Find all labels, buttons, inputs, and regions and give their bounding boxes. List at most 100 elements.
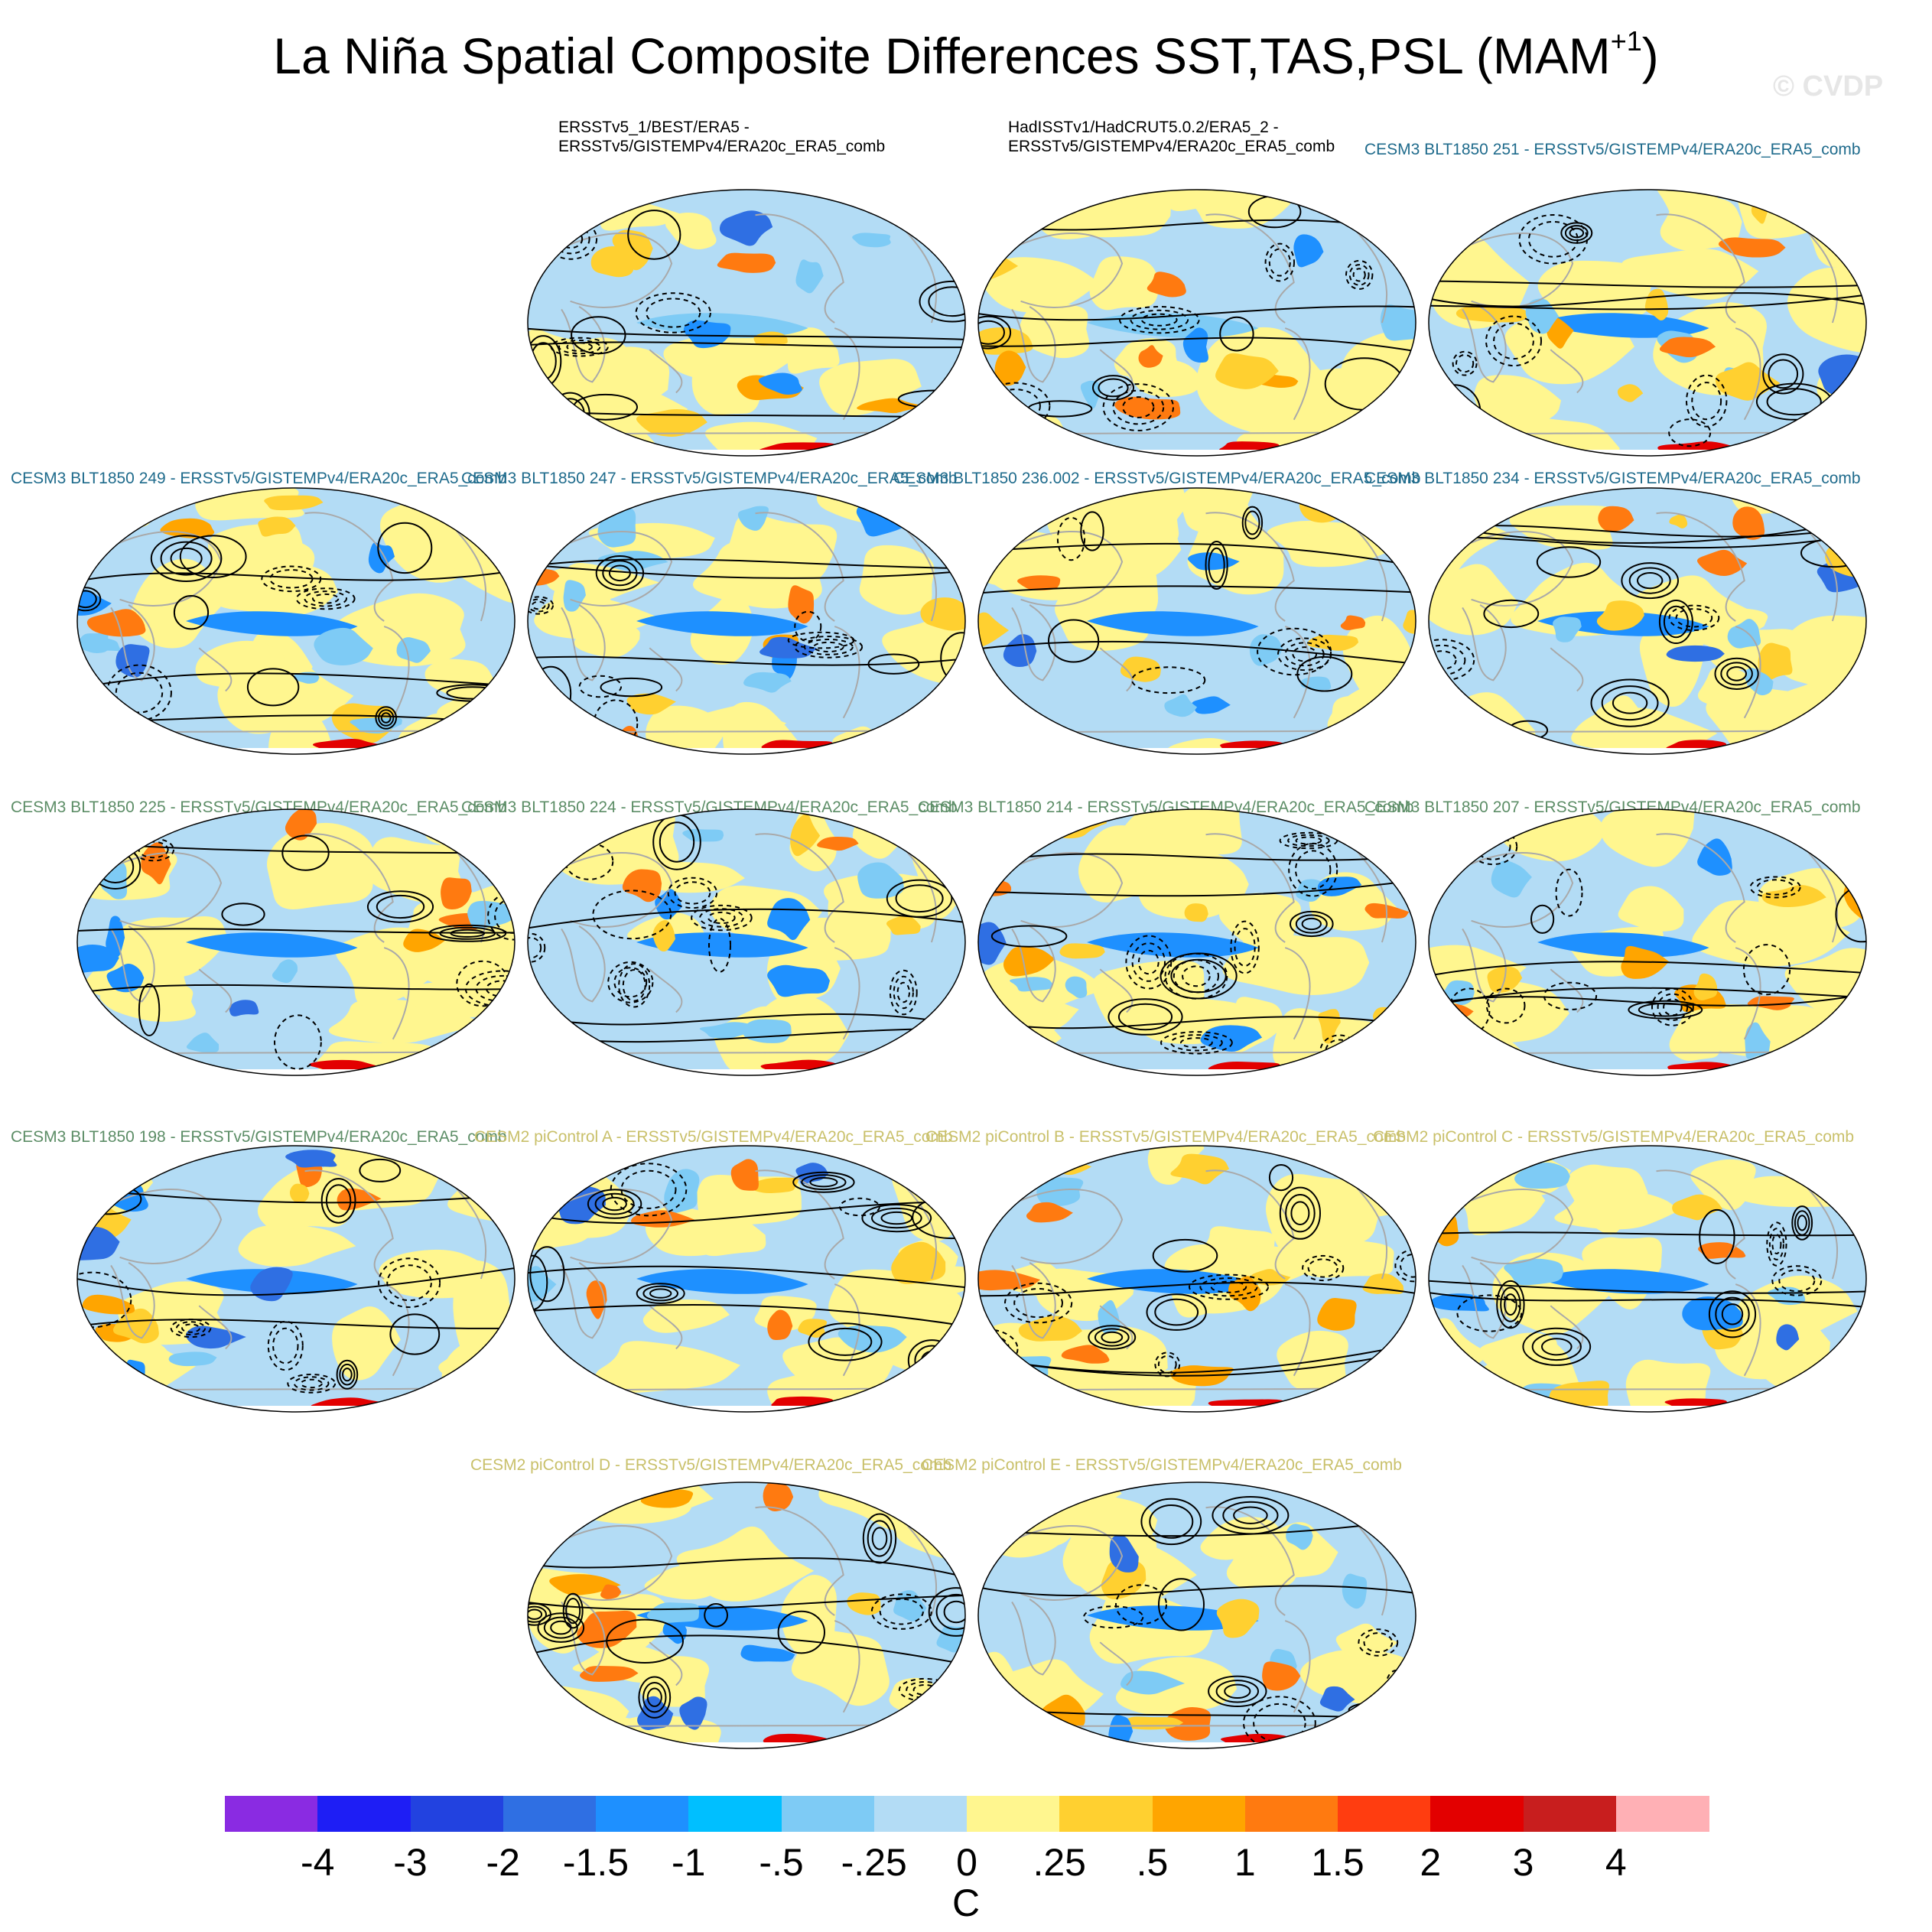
colorbar-tick-label: -3: [393, 1841, 428, 1884]
panel-label-line: CESM3 BLT1850 207 - ERSSTv5/GISTEMPv4/ER…: [1364, 798, 1861, 816]
panel-label-p3: CESM3 BLT1850 251 - ERSSTv5/GISTEMPv4/ER…: [1364, 140, 1861, 159]
colorbar-tick-label: 0: [956, 1841, 977, 1884]
map-svg: [527, 808, 966, 1076]
colorbar-swatch: [225, 1796, 318, 1832]
colorbar-tick-label: 3: [1512, 1841, 1534, 1884]
map-panel-p3: [1427, 188, 1868, 457]
colorbar-tick-label: -.25: [841, 1841, 907, 1884]
map-svg: [977, 189, 1416, 457]
panel-label-line: CESM2 piControl C - ERSSTv5/GISTEMPv4/ER…: [1373, 1128, 1855, 1146]
panel-label-p5: CESM3 BLT1850 247 - ERSSTv5/GISTEMPv4/ER…: [461, 469, 958, 488]
map-svg: [527, 189, 966, 457]
map-svg: [76, 808, 516, 1076]
colorbar-swatch: [873, 1796, 968, 1832]
map-svg: [1428, 808, 1867, 1076]
panel-label-line: CESM3 BLT1850 247 - ERSSTv5/GISTEMPv4/ER…: [461, 470, 958, 487]
map-panel-p2: [977, 188, 1417, 457]
map-panel-p5: [526, 486, 967, 756]
panel-label-p14: CESM2 piControl B - ERSSTv5/GISTEMPv4/ER…: [925, 1127, 1406, 1147]
colorbar-tick-label: -4: [301, 1841, 335, 1884]
panel-label-line: HadISSTv1/HadCRUT5.0.2/ERA5_2 -: [1008, 119, 1279, 136]
colorbar-swatch: [410, 1796, 504, 1832]
map-panel-p17: [977, 1481, 1417, 1750]
colorbar-tick-label: -2: [486, 1841, 520, 1884]
map-panel-p1: [526, 188, 967, 457]
cvdp-watermark: © CVDP: [1773, 70, 1884, 102]
panel-label-line: CESM3 BLT1850 224 - ERSSTv5/GISTEMPv4/ER…: [461, 798, 958, 816]
panel-label-line: CESM3 BLT1850 236.002 - ERSSTv5/GISTEMPv…: [893, 470, 1421, 487]
panel-label-p15: CESM2 piControl C - ERSSTv5/GISTEMPv4/ER…: [1373, 1127, 1854, 1147]
colorbar-tick-label: -1.5: [562, 1841, 629, 1884]
panel-label-line: CESM2 piControl E - ERSSTv5/GISTEMPv4/ER…: [922, 1456, 1402, 1474]
map-svg: [977, 1145, 1416, 1413]
colorbar-tick-label: -.5: [759, 1841, 804, 1884]
panel-label-line: CESM3 BLT1850 249 - ERSSTv5/GISTEMPv4/ER…: [11, 470, 507, 487]
colorbar-tick-label: 4: [1605, 1841, 1627, 1884]
colorbar-swatch: [1152, 1796, 1246, 1832]
panel-label-p16: CESM2 piControl D - ERSSTv5/GISTEMPv4/ER…: [470, 1456, 951, 1475]
title-main: La Niña Spatial Composite Differences SS…: [273, 28, 1611, 84]
panel-label-line: CESM3 BLT1850 198 - ERSSTv5/GISTEMPv4/ER…: [11, 1128, 507, 1146]
colorbar-tick-label: .25: [1033, 1841, 1086, 1884]
map-svg: [1428, 1145, 1867, 1413]
colorbar-swatch: [688, 1796, 782, 1832]
panel-label-p2: HadISSTv1/HadCRUT5.0.2/ERA5_2 - ERSSTv5/G…: [1008, 118, 1335, 156]
map-svg: [527, 1145, 966, 1413]
panel-label-p8: CESM3 BLT1850 225 - ERSSTv5/GISTEMPv4/ER…: [11, 798, 507, 817]
map-panel-p4: [76, 486, 516, 756]
colorbar-tick-label: 1: [1234, 1841, 1256, 1884]
colorbar-swatch: [1615, 1796, 1709, 1832]
panel-label-line: CESM3 BLT1850 225 - ERSSTv5/GISTEMPv4/ER…: [11, 798, 507, 816]
map-panel-p6: [977, 486, 1417, 756]
map-svg: [527, 1482, 966, 1749]
panel-label-p17: CESM2 piControl E - ERSSTv5/GISTEMPv4/ER…: [922, 1456, 1402, 1475]
map-panel-p8: [76, 808, 516, 1077]
map-svg: [76, 1145, 516, 1413]
title-superscript: +1: [1610, 25, 1642, 57]
map-svg: [977, 487, 1416, 755]
map-panel-p7: [1427, 486, 1868, 756]
colorbar-swatch: [503, 1796, 597, 1832]
title-close: ): [1641, 28, 1659, 84]
colorbar-swatch: [1059, 1796, 1153, 1832]
map-panel-p14: [977, 1144, 1417, 1413]
panel-label-p9: CESM3 BLT1850 224 - ERSSTv5/GISTEMPv4/ER…: [461, 798, 958, 817]
panel-label-line: ERSSTv5/GISTEMPv4/ERA20c_ERA5_comb: [1008, 138, 1335, 155]
panel-label-p12: CESM3 BLT1850 198 - ERSSTv5/GISTEMPv4/ER…: [11, 1127, 507, 1147]
colorbar-swatch: [1523, 1796, 1617, 1832]
map-svg: [76, 487, 516, 755]
panel-label-p6: CESM3 BLT1850 236.002 - ERSSTv5/GISTEMPv…: [893, 469, 1420, 488]
panel-label-p13: CESM2 piControl A - ERSSTv5/GISTEMPv4/ER…: [474, 1127, 953, 1147]
panel-label-line: CESM2 piControl A - ERSSTv5/GISTEMPv4/ER…: [474, 1128, 953, 1146]
panel-label-p7: CESM3 BLT1850 234 - ERSSTv5/GISTEMPv4/ER…: [1364, 469, 1861, 488]
colorbar-swatch: [967, 1796, 1060, 1832]
colorbar-tick-label: -1: [672, 1841, 706, 1884]
colorbar-swatch: [1338, 1796, 1431, 1832]
colorbar: [225, 1796, 1709, 1832]
map-panel-p16: [526, 1481, 967, 1750]
map-panel-p15: [1427, 1144, 1868, 1413]
map-svg: [977, 808, 1416, 1076]
page-title: La Niña Spatial Composite Differences SS…: [0, 21, 1932, 90]
colorbar-unit: C: [951, 1882, 981, 1924]
panel-label-p1: ERSSTv5_1/BEST/ERA5 - ERSSTv5/GISTEMPv4/E…: [558, 118, 885, 156]
map-svg: [977, 1482, 1416, 1749]
map-svg: [527, 487, 966, 755]
panel-label-p10: CESM3 BLT1850 214 - ERSSTv5/GISTEMPv4/ER…: [918, 798, 1414, 817]
panel-label-line: CESM3 BLT1850 214 - ERSSTv5/GISTEMPv4/ER…: [918, 798, 1414, 816]
map-panel-p9: [526, 808, 967, 1077]
map-svg: [1428, 487, 1867, 755]
panel-label-line: ERSSTv5_1/BEST/ERA5 -: [558, 119, 750, 136]
panel-label-line: ERSSTv5/GISTEMPv4/ERA20c_ERA5_comb: [558, 138, 886, 155]
map-panel-p11: [1427, 808, 1868, 1077]
panel-label-p11: CESM3 BLT1850 207 - ERSSTv5/GISTEMPv4/ER…: [1364, 798, 1861, 817]
panel-label-line: CESM2 piControl B - ERSSTv5/GISTEMPv4/ER…: [925, 1128, 1406, 1146]
colorbar-tick-label: 1.5: [1311, 1841, 1364, 1884]
panel-label-line: CESM2 piControl D - ERSSTv5/GISTEMPv4/ER…: [470, 1456, 952, 1474]
colorbar-swatch: [1430, 1796, 1524, 1832]
map-panel-p12: [76, 1144, 516, 1413]
colorbar-swatch: [1244, 1796, 1338, 1832]
panel-label-p4: CESM3 BLT1850 249 - ERSSTv5/GISTEMPv4/ER…: [11, 469, 507, 488]
map-panel-p10: [977, 808, 1417, 1077]
map-svg: [1428, 189, 1867, 457]
